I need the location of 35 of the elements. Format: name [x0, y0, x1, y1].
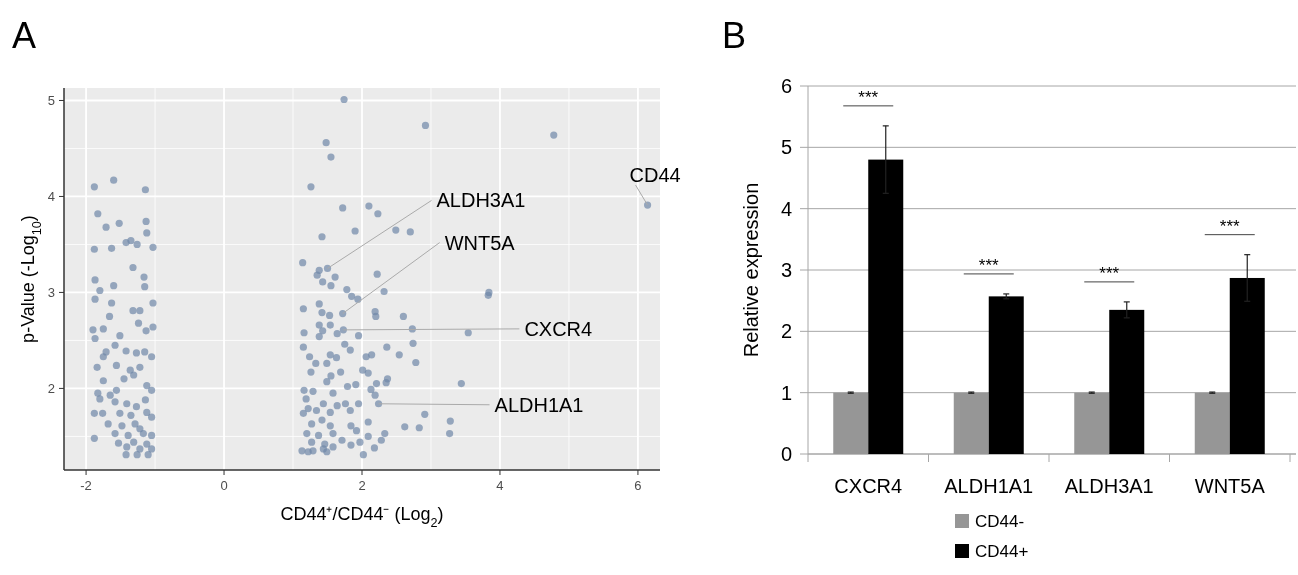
y-tick-label: 0 [780, 443, 792, 465]
x-tick-label: -2 [80, 478, 92, 493]
y-tick-label: 5 [47, 93, 55, 109]
annotation: ALDH3A1 [436, 189, 526, 212]
y-tick-label: 1 [780, 381, 792, 404]
x-axis-title: CD44⁺/CD44⁻ (Log$_{2}$) [280, 504, 444, 530]
x-tick-label: CXCR4 [834, 475, 903, 497]
y-tick-label: 6 [780, 75, 792, 97]
y-tick-label: 4 [780, 197, 792, 220]
annotation: *** [858, 87, 879, 107]
y-tick-label: 2 [780, 320, 792, 343]
chart-title: B [722, 15, 747, 56]
y-tick-label: 5 [780, 136, 792, 159]
y-tick-label: 2 [47, 380, 55, 396]
y-axis-title: Relative expression [740, 182, 762, 358]
x-tick-label: 4 [496, 478, 504, 493]
y-tick-label: 3 [47, 284, 55, 300]
y-tick-label: 3 [780, 259, 792, 281]
x-tick-label: 0 [220, 478, 228, 493]
annotation: *** [978, 255, 1000, 275]
annotation: *** [1099, 263, 1120, 283]
annotation: CD44 [629, 164, 681, 187]
legend-label: CD44- [975, 511, 1025, 531]
annotation: *** [1219, 216, 1241, 236]
x-tick-label: 2 [358, 478, 366, 493]
x-tick-label: 6 [634, 478, 642, 493]
annotation: WNT5A [444, 231, 516, 254]
x-tick-label: ALDH3A1 [1064, 475, 1154, 497]
y-tick-label: 4 [47, 189, 55, 205]
annotation: ALDH1A1 [494, 393, 584, 416]
x-tick-label: ALDH1A1 [944, 475, 1034, 497]
chart-title: A [12, 15, 37, 56]
legend-label: CD44+ [975, 541, 1029, 561]
annotation: CXCR4 [524, 317, 593, 340]
x-tick-label: WNT5A [1194, 475, 1266, 497]
